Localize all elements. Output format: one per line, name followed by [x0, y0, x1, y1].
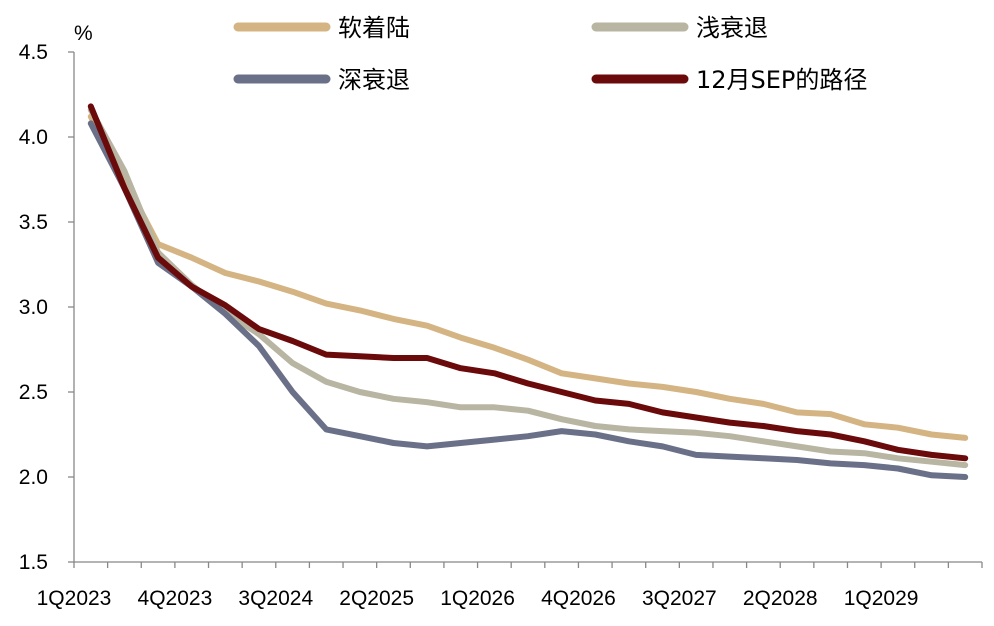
x-tick-label: 4Q2026: [541, 587, 616, 610]
y-tick-label: 2.5: [19, 381, 48, 404]
y-tick-label: 3.0: [19, 296, 48, 319]
legend-item-0: 软着陆: [233, 14, 410, 42]
legend-label: 深衰退: [338, 66, 410, 94]
y-tick-label: 1.5: [19, 551, 48, 574]
legend-label: 软着陆: [338, 14, 410, 42]
x-tick-label: 1Q2023: [37, 587, 112, 610]
x-tick-label: 3Q2027: [642, 587, 717, 610]
y-tick-label: 3.5: [19, 211, 48, 234]
legend-item-3: 12月SEP的路径: [591, 66, 867, 94]
legend-label: 浅衰退: [696, 14, 768, 42]
y-tick-label: 4.5: [19, 41, 48, 64]
y-tick-label: 2.0: [19, 466, 48, 489]
legend-label: 12月SEP的路径: [696, 66, 867, 94]
x-tick-label: 2Q2025: [339, 587, 414, 610]
x-tick-label: 1Q2029: [844, 587, 919, 610]
series-line-2: [87, 120, 969, 480]
x-tick-label: 3Q2024: [238, 587, 313, 610]
x-tick-label: 2Q2028: [743, 587, 818, 610]
x-axis: 1Q2023 4Q2023 3Q2024 2Q2025 1Q2026 4Q2026 3Q20…: [37, 561, 983, 610]
y-axis-unit-label: %: [74, 22, 93, 45]
legend-item-2: 深衰退: [233, 66, 410, 94]
y-tick-label: 4.0: [19, 126, 48, 149]
series-line-1: [87, 106, 969, 469]
y-axis: 1.5 2.0 2.5 3.0 3.5 4.0 4.5: [19, 41, 75, 574]
x-tick-label: 1Q2026: [440, 587, 515, 610]
legend-item-1: 浅衰退: [591, 14, 768, 42]
series-lines: [87, 103, 969, 480]
x-tick-label: 4Q2023: [138, 587, 213, 610]
series-line-0: [87, 113, 969, 441]
series-line-3: [87, 103, 969, 462]
